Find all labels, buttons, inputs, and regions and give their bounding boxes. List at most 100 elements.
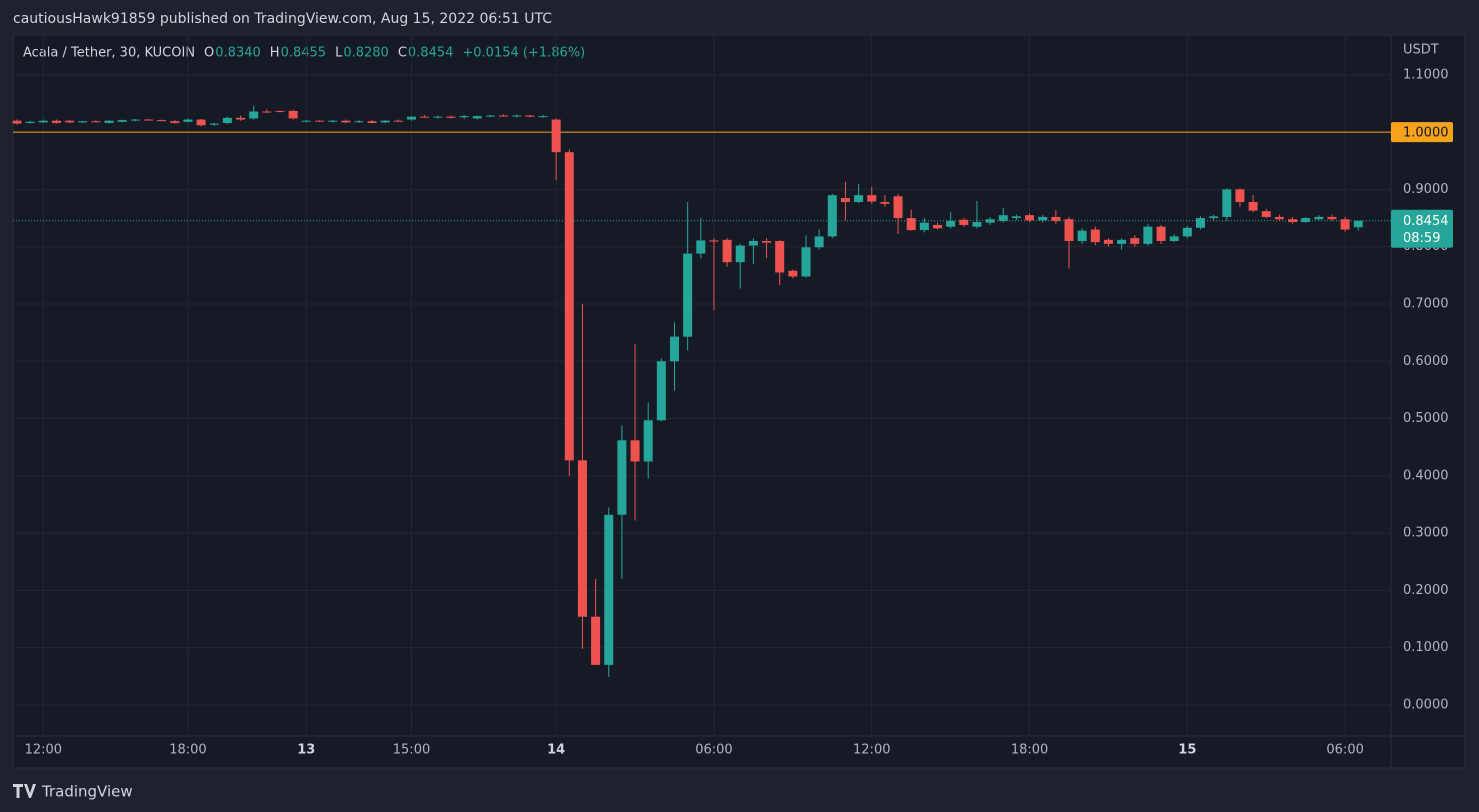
candle-body: [1235, 189, 1245, 203]
candle-body: [1011, 216, 1021, 219]
candle-body: [630, 440, 640, 462]
candle-body: [12, 120, 22, 124]
candle-body: [341, 120, 351, 123]
candle-body: [1143, 226, 1153, 244]
candle-body: [393, 120, 403, 122]
candle-body: [328, 120, 338, 122]
candle-body: [1117, 239, 1127, 244]
candle-body: [144, 119, 153, 121]
candle-body: [814, 236, 824, 248]
candle-body: [959, 219, 969, 225]
legend-symbol: Acala / Tether, 30, KUCOIN: [23, 46, 195, 61]
candle-body: [1103, 239, 1113, 244]
candle-body: [880, 202, 890, 204]
horizontal-line-label: 1.0000: [1403, 126, 1449, 141]
candle-body: [840, 198, 850, 203]
candle-body: [1248, 202, 1258, 211]
candle-body: [1051, 216, 1061, 221]
candle-body: [1301, 218, 1311, 223]
legend-high: 0.8455: [281, 46, 327, 61]
candle-body: [433, 116, 443, 118]
candle-body: [472, 116, 482, 119]
y-tick-label: 0.1000: [1403, 640, 1449, 655]
candle-body: [117, 120, 127, 122]
candle-body: [683, 253, 693, 337]
candle-body: [656, 361, 666, 421]
candle-body: [604, 514, 614, 665]
candle-body: [1314, 216, 1324, 220]
candle-body: [985, 219, 995, 223]
candle-body: [65, 120, 75, 123]
y-tick-label: 0.4000: [1403, 468, 1449, 483]
candle-body: [946, 220, 956, 227]
legend: Acala / Tether, 30, KUCOIN O 0.8340 H 0.8455…: [23, 46, 585, 61]
candle-body: [262, 111, 272, 113]
author-line: cautiousHawk91859 published on TradingVi…: [13, 11, 552, 27]
y-tick-label: 0.9000: [1403, 182, 1449, 197]
candle-body: [420, 116, 430, 118]
last-price-label-box: [1391, 209, 1453, 248]
candle-body: [670, 336, 679, 362]
legend-close-label: C: [398, 46, 407, 61]
candle-body: [1090, 229, 1100, 243]
candle-body: [104, 120, 114, 123]
candle-body: [196, 119, 206, 126]
legend-low-label: L: [335, 46, 343, 61]
candle-body: [407, 116, 416, 120]
candle-body: [735, 245, 745, 263]
candle-body: [762, 240, 772, 243]
x-tick-label: 13: [297, 743, 315, 758]
y-tick-label: 0.3000: [1403, 526, 1449, 541]
candle-body: [788, 270, 798, 277]
candle-body: [577, 460, 587, 617]
candle-body: [459, 116, 469, 118]
x-tick-label: 18:00: [169, 743, 206, 758]
candle-body: [617, 440, 627, 515]
candle-body: [933, 224, 942, 229]
candle-body: [972, 222, 982, 227]
candle-body: [1156, 226, 1166, 241]
candle-body: [998, 215, 1008, 221]
last-price-countdown: 08:59: [1403, 231, 1440, 246]
x-tick-label: 06:00: [1326, 743, 1363, 758]
candle-body: [170, 121, 180, 123]
candle-body: [854, 195, 864, 203]
candle-body: [1077, 230, 1087, 241]
candle-body: [722, 239, 732, 263]
candle-body: [775, 240, 785, 273]
candle-body: [288, 110, 298, 119]
candle-body: [538, 116, 548, 118]
candle-body: [801, 247, 811, 277]
candle-body: [367, 121, 377, 123]
candle-body: [551, 119, 561, 153]
candle-body: [183, 119, 193, 122]
candle-body: [249, 111, 259, 119]
brand-logo: [13, 784, 36, 798]
candle-body: [643, 420, 653, 462]
x-tick-label: 15: [1178, 743, 1196, 758]
candle-body: [209, 123, 219, 125]
axis-unit: USDT: [1403, 43, 1439, 58]
x-tick-label: 12:00: [853, 743, 890, 758]
candle-body: [38, 120, 48, 123]
candle-body: [906, 218, 916, 231]
y-tick-label: 0.2000: [1403, 583, 1449, 598]
candle-body: [25, 121, 35, 123]
candle-body: [130, 119, 140, 121]
candle-body: [301, 120, 311, 122]
candle-body: [314, 120, 324, 122]
candle-body: [51, 120, 61, 123]
candle-body: [499, 115, 509, 117]
chart-frame: [12, 34, 1466, 769]
legend-close: 0.8454: [408, 46, 454, 61]
candle-body: [1261, 211, 1271, 217]
candle-body: [91, 121, 101, 123]
candle-body: [1327, 216, 1337, 220]
y-tick-label: 0.6000: [1403, 354, 1449, 369]
x-tick-label: 14: [547, 743, 565, 758]
candle-body: [525, 115, 535, 117]
candle-body: [893, 196, 903, 219]
candle-body: [1130, 238, 1140, 244]
candle-body: [1353, 220, 1363, 228]
candle-body: [1196, 218, 1205, 228]
